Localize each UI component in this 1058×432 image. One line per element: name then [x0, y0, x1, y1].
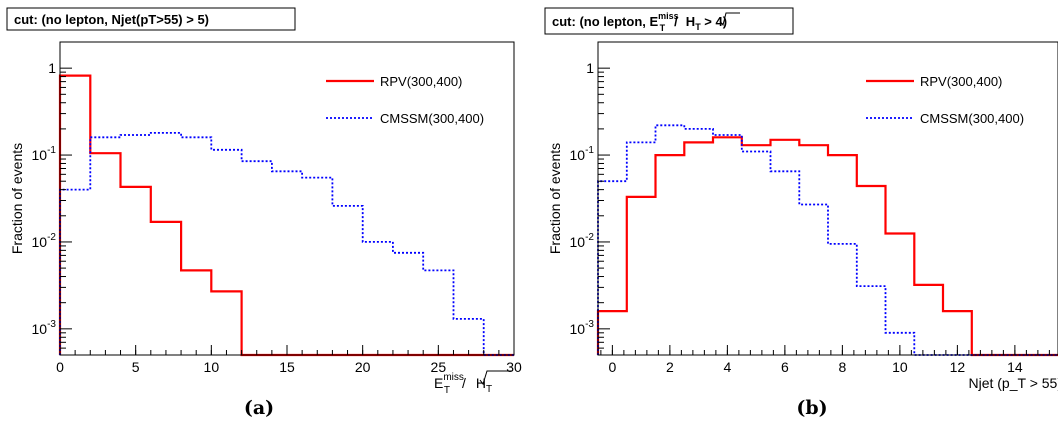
panel-caption: (a): [244, 397, 274, 419]
y-tick-label: 1: [586, 60, 594, 76]
xlabel-root-base: H: [476, 375, 486, 391]
title-root-base: H: [686, 14, 695, 29]
legend-label: CMSSM(300,400): [380, 111, 484, 126]
title-box: [6, 7, 296, 31]
x-axis-label: Emiss T / HT: [434, 372, 492, 396]
xlabel-root-subscript: T: [486, 384, 492, 395]
x-axis-label: Njet (p_T > 55): [968, 375, 1058, 391]
title-tail: > 4): [701, 14, 727, 29]
y-axis-label: Fraction of events: [547, 143, 563, 254]
y-tick-label: 10-2: [32, 232, 57, 250]
sqrt-sign: [479, 370, 512, 386]
title-root-subscript: T: [695, 22, 701, 32]
rpv-histogram-line: [596, 136, 1058, 357]
y-tick-exponent: -1: [47, 145, 56, 156]
y-tick-exponent: -3: [47, 319, 56, 330]
x-tick-label: 30: [506, 359, 522, 375]
title-superscript: miss: [658, 11, 679, 21]
title-separator: /: [674, 14, 678, 29]
cmssm-histogram-line: [597, 124, 1058, 356]
x-tick-label: 6: [781, 359, 789, 375]
y-tick-base: 10: [32, 321, 48, 337]
xlabel-subscript: T: [444, 385, 450, 396]
x-tick-label: 8: [838, 359, 846, 375]
y-tick-label: 10-2: [570, 232, 595, 250]
x-tick-label: 10: [204, 359, 220, 375]
y-tick-base: 10: [32, 234, 48, 250]
x-tick-label: 4: [723, 359, 731, 375]
y-tick-label: 10-1: [570, 145, 595, 163]
title-subscript: T: [660, 23, 666, 33]
y-tick-label: 10-3: [32, 319, 57, 337]
y-tick-base: 10: [570, 147, 586, 163]
plot-frame: [597, 41, 1058, 356]
x-tick-label: 12: [950, 359, 966, 375]
x-tick-label: 10: [892, 359, 908, 375]
x-tick-label: 25: [431, 359, 447, 375]
legend-label: CMSSM(300,400): [920, 111, 1024, 126]
y-tick-base: 10: [32, 147, 48, 163]
y-tick-base: 10: [570, 321, 586, 337]
title-base: E: [649, 14, 658, 29]
x-tick-label: 0: [608, 359, 616, 375]
legend-label: RPV(300,400): [920, 74, 1002, 89]
legend-label: RPV(300,400): [380, 74, 462, 89]
panel-caption: (b): [796, 397, 827, 419]
y-tick-exponent: -2: [47, 232, 56, 243]
xlabel-base: E: [434, 375, 443, 391]
y-tick-label: 1: [48, 60, 56, 76]
y-tick-base: 10: [570, 234, 586, 250]
x-tick-label: 5: [132, 359, 140, 375]
title-text: cut: (no lepton,: [552, 14, 649, 29]
y-tick-base: 1: [586, 60, 594, 76]
y-tick-label: 10-1: [32, 145, 57, 163]
y-axis-label: Fraction of events: [9, 143, 25, 254]
y-tick-exponent: -1: [585, 145, 594, 156]
xlabel-separator: /: [462, 375, 466, 391]
chart-title: cut: (no lepton, Njet(pT>55) > 5): [14, 12, 209, 27]
cmssm-histogram-line: [59, 132, 514, 356]
x-tick-label: 20: [355, 359, 371, 375]
y-tick-label: 10-3: [570, 319, 595, 337]
x-tick-label: 0: [56, 359, 64, 375]
y-tick-exponent: -2: [585, 232, 594, 243]
y-tick-base: 1: [48, 60, 56, 76]
sqrt-sign: [719, 12, 740, 27]
title-box: [544, 7, 794, 35]
y-tick-exponent: -3: [585, 319, 594, 330]
x-tick-label: 2: [666, 359, 674, 375]
xlabel-superscript: miss: [443, 372, 464, 383]
chart-title: cut: (no lepton, Emiss T / HT > 4): [552, 11, 727, 33]
x-tick-label: 15: [279, 359, 295, 375]
x-tick-label: 14: [1007, 359, 1023, 375]
